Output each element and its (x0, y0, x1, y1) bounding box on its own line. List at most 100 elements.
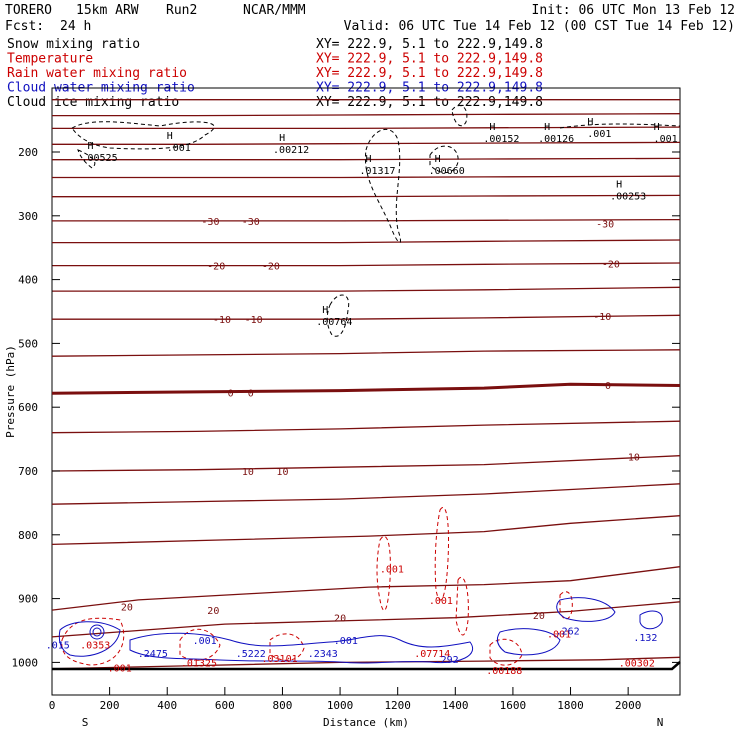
x-tick-label: 1600 (500, 699, 527, 712)
y-tick-label: 200 (18, 146, 38, 159)
cloud-water-label: .2475 (138, 649, 168, 660)
isotherm-label: -10 (245, 315, 263, 326)
rain-contour (559, 591, 573, 620)
y-axis-label: Pressure (hPa) (4, 345, 17, 438)
rain-label: .001 (380, 565, 404, 576)
cloud-ice-contour (77, 149, 96, 169)
terrain-line (52, 661, 681, 671)
cloud-ice-label: .00212 (273, 145, 309, 156)
isotherm (52, 175, 681, 179)
high-marker: H (544, 122, 550, 133)
x-tick-label: 1400 (442, 699, 469, 712)
rain-contour (61, 617, 125, 666)
cloud-ice-label: .00525 (81, 153, 117, 164)
cloud-ice-contour (326, 294, 350, 337)
y-tick-label: 800 (18, 529, 38, 542)
isotherm-label: 20 (334, 614, 346, 625)
cloud-water-label: .001 (193, 636, 217, 647)
isotherm-label: 20 (533, 611, 545, 622)
x-axis-label: Distance (km) (323, 716, 409, 729)
legend-entry: Snow mixing ratio (7, 37, 140, 52)
isotherm-label: -20 (262, 262, 280, 273)
contour-labels: -30 -30 -30 -20 -20 -20 -10 -10 -10 0 0 0 10 10 10 20 20… (46, 117, 678, 677)
x-tick-label: 1000 (327, 699, 354, 712)
y-tick-label: 1000 (12, 656, 39, 669)
y-tick-label: 400 (18, 274, 38, 287)
cloud-ice-contour (451, 105, 468, 127)
isotherm (52, 141, 681, 145)
isotherm-label: 0 (248, 389, 254, 400)
cloud-ice-contour (71, 121, 215, 150)
isotherm (52, 262, 681, 267)
x-tick-label: 600 (215, 699, 235, 712)
isotherm-label: 10 (628, 452, 640, 463)
y-tick-label: 300 (18, 210, 38, 223)
isotherm-label: -30 (242, 217, 260, 228)
y-tick-label: 600 (18, 401, 38, 414)
isotherm (51, 483, 681, 505)
isotherm (52, 113, 681, 117)
isotherm (51, 382, 681, 395)
rain-label: .00302 (619, 658, 655, 669)
high-marker: H (279, 133, 285, 144)
plot-frame (51, 87, 681, 696)
cloud-ice-contour (429, 145, 459, 173)
high-marker: H (167, 131, 173, 142)
rain-contour (269, 633, 305, 661)
x-tick-label: 800 (273, 699, 293, 712)
cloud-water-contour (58, 621, 121, 657)
isotherm-label: -30 (596, 219, 614, 230)
isotherm (51, 515, 681, 546)
x-tick-label: 400 (157, 699, 177, 712)
isotherm (51, 566, 681, 611)
x-tick-label: 200 (100, 699, 120, 712)
isotherm-label: -30 (201, 217, 219, 228)
cloud-water-label: .132 (633, 633, 657, 644)
isotherm (52, 126, 681, 130)
cloud-water-label: .5222 (236, 649, 266, 660)
cloud-ice-label: .00126 (538, 134, 574, 145)
cloud-water-contour (496, 628, 561, 656)
fcst-label: Fcst: (5, 19, 44, 34)
isotherm-label: -10 (213, 315, 231, 326)
isotherm (51, 349, 681, 357)
rain-contour (455, 577, 469, 636)
cloud-water-contour (92, 627, 102, 637)
isotherm (52, 239, 681, 244)
rain-contour (376, 535, 391, 611)
isotherm (51, 420, 681, 434)
cloud-water-contour (556, 597, 616, 622)
cloud-ice-label: .00660 (429, 166, 465, 177)
resolution: 15km ARW (76, 3, 139, 18)
valid-time: Valid: 06 UTC Tue 14 Feb 12 (00 CST Tue … (344, 19, 735, 34)
isotherm-label: 10 (276, 467, 288, 478)
cloud-ice-label: .01317 (359, 166, 395, 177)
rain-label: .001 (429, 596, 453, 607)
legend-entry: Rain water mixing ratio (7, 66, 187, 81)
rain-contour (434, 507, 449, 601)
isotherm-label: 10 (242, 467, 254, 478)
cloud-ice-contour (364, 128, 401, 243)
hydrometeor-contours (51, 105, 681, 671)
legend-xy: XY= 222.9, 5.1 to 222.9,149.8 (316, 37, 543, 52)
high-marker: H (587, 117, 593, 128)
cloud-water-contour (639, 610, 663, 630)
rain-label: .001 (547, 630, 571, 641)
isotherm (52, 157, 681, 161)
isotherm-label: 0 (605, 381, 611, 392)
isotherm-label: 20 (121, 602, 133, 613)
rain-label: .03101 (262, 654, 298, 665)
isotherm (51, 601, 681, 638)
high-marker: H (88, 141, 94, 152)
fcst-value: 24 h (60, 19, 91, 34)
cloud-water-label: .2343 (308, 649, 338, 660)
y-tick-label: 500 (18, 337, 38, 350)
isotherm (52, 194, 681, 198)
rain-label: .001 (108, 664, 132, 675)
y-tick-label: 900 (18, 593, 38, 606)
y-tick-label: 700 (18, 465, 38, 478)
isotherm-label: -10 (593, 312, 611, 323)
high-marker: H (435, 154, 441, 165)
isotherm (52, 286, 681, 292)
